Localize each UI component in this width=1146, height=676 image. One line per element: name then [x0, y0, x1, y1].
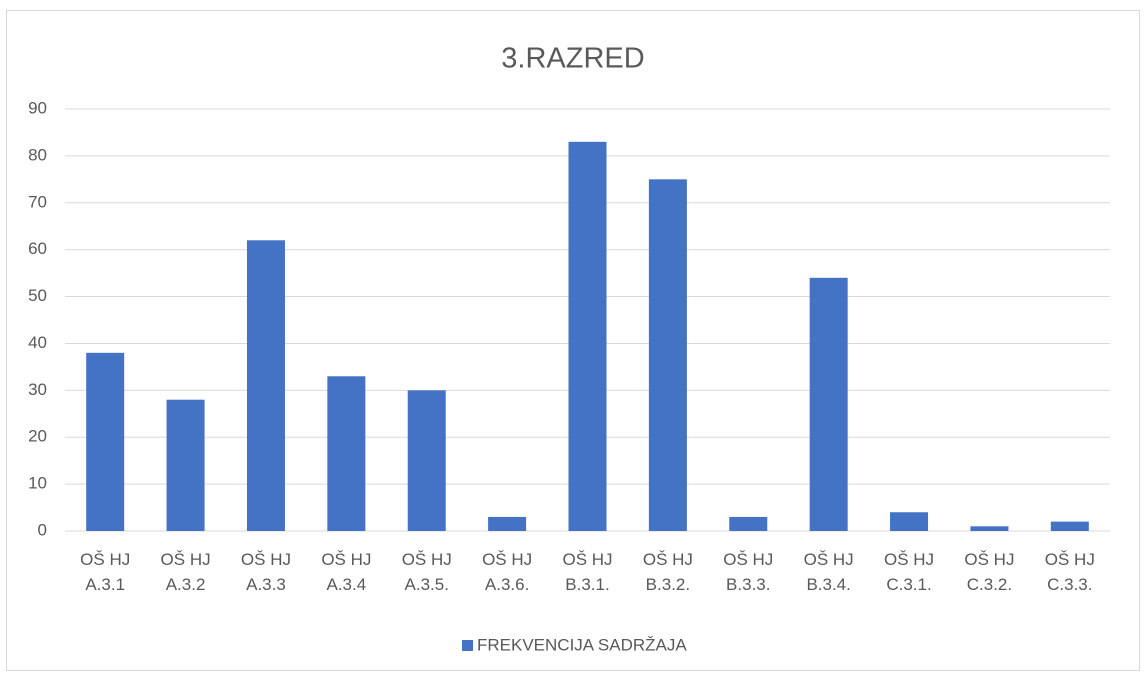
x-tick-line: OŠ HJ [80, 550, 130, 569]
x-tick-line: OŠ HJ [482, 550, 532, 569]
x-tick-line: B.3.2. [646, 575, 690, 594]
y-tick-label: 40 [28, 333, 47, 352]
y-tick-label: 10 [28, 474, 47, 493]
x-tick-line: OŠ HJ [964, 550, 1014, 569]
bar [809, 277, 848, 531]
bar [1050, 521, 1089, 531]
x-tick-label: OŠ HJ C.3.2. [964, 550, 1014, 594]
x-tick-line: OŠ HJ [804, 550, 854, 569]
x-tick-line: OŠ HJ [884, 550, 934, 569]
x-tick-line: A.3.4 [326, 575, 366, 594]
y-tick-label: 70 [28, 192, 47, 211]
x-tick-line: B.3.4. [806, 575, 850, 594]
x-tick-line: OŠ HJ [723, 550, 773, 569]
y-tick-label: 60 [28, 239, 47, 258]
x-tick-line: B.3.3. [726, 575, 770, 594]
bar [568, 141, 607, 532]
x-tick-line: OŠ HJ [643, 550, 693, 569]
bar [970, 526, 1009, 531]
x-tick-line: A.3.1 [85, 575, 125, 594]
x-tick-label: OŠ HJ A.3.5. [402, 550, 452, 594]
bar [166, 399, 205, 531]
x-tick-label: OŠ HJ A.3.4 [321, 550, 371, 594]
bar [246, 240, 285, 532]
x-tick-label: OŠ HJ C.3.3. [1045, 550, 1095, 594]
x-tick-label: OŠ HJ B.3.2. [643, 550, 693, 594]
bar [890, 512, 929, 531]
x-tick-label: OŠ HJ B.3.3. [723, 550, 773, 594]
x-tick-line: B.3.1. [565, 575, 609, 594]
x-tick-line: OŠ HJ [241, 550, 291, 569]
x-tick-line: OŠ HJ [402, 550, 452, 569]
x-tick-line: A.3.2 [166, 575, 206, 594]
x-tick-label: OŠ HJ A.3.1 [80, 550, 130, 594]
x-tick-label: OŠ HJ A.3.6. [482, 550, 532, 594]
x-tick-line: A.3.5. [405, 575, 449, 594]
y-tick-label: 80 [28, 145, 47, 164]
bar [327, 376, 366, 531]
x-tick-line: OŠ HJ [161, 550, 211, 569]
x-tick-line: A.3.6. [485, 575, 529, 594]
bar [488, 516, 527, 531]
x-tick-line: C.3.1. [886, 575, 931, 594]
bar [86, 352, 125, 531]
x-tick-line: OŠ HJ [1045, 550, 1095, 569]
x-tick-line: C.3.3. [1047, 575, 1092, 594]
y-tick-label: 0 [38, 520, 47, 539]
legend-label: FREKVENCIJA SADRŽAJA [477, 635, 687, 654]
x-tick-label: OŠ HJ A.3.2 [161, 550, 211, 594]
y-tick-label: 20 [28, 427, 47, 446]
y-tick-label: 50 [28, 286, 47, 305]
x-tick-line: OŠ HJ [562, 550, 612, 569]
bar [729, 516, 768, 531]
chart-title: 3.RAZRED [501, 43, 644, 75]
y-tick-label: 90 [28, 98, 47, 117]
legend-swatch [462, 640, 473, 651]
x-tick-label: OŠ HJ C.3.1. [884, 550, 934, 594]
bar [407, 390, 446, 531]
x-tick-line: A.3.3 [246, 575, 286, 594]
bar [648, 179, 687, 532]
x-tick-label: OŠ HJ B.3.1. [562, 550, 612, 594]
x-tick-label: OŠ HJ B.3.4. [804, 550, 854, 594]
y-tick-label: 30 [28, 380, 47, 399]
x-tick-line: C.3.2. [967, 575, 1012, 594]
x-tick-label: OŠ HJ A.3.3 [241, 550, 291, 594]
x-tick-line: OŠ HJ [321, 550, 371, 569]
